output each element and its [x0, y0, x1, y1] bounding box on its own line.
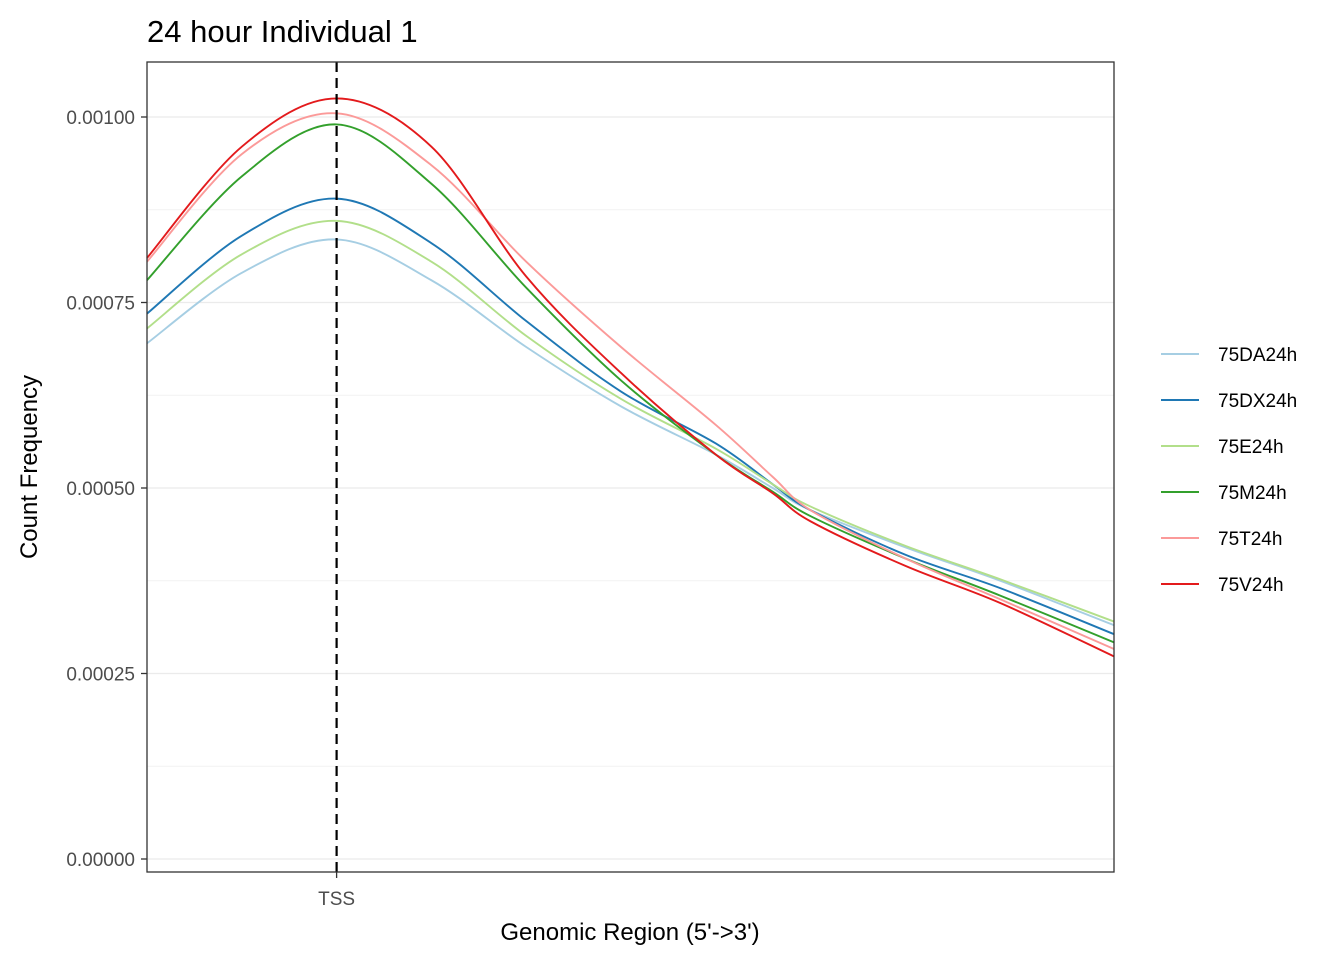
y-tick-label: 0.00100	[66, 108, 135, 129]
legend-label-75M24h: 75M24h	[1218, 483, 1287, 504]
series-line-75M24h	[146, 123, 1115, 644]
legend-label-75DA24h: 75DA24h	[1218, 345, 1297, 366]
legend-label-75E24h: 75E24h	[1218, 437, 1284, 458]
legend: 75DA24h 75DX24h 75E24h 75M24h 75T24h 75V24h	[1161, 345, 1297, 596]
y-tick-label: 0.00075	[66, 294, 135, 315]
legend-label-75T24h: 75T24h	[1218, 529, 1282, 550]
series-line-75E24h	[146, 219, 1115, 623]
y-axis-title: Count Frequency	[16, 375, 43, 559]
series-lines	[146, 97, 1115, 658]
series-line-75T24h	[146, 112, 1115, 650]
plot-panel-border	[146, 61, 1115, 873]
y-tick-label: 0.00050	[66, 479, 135, 500]
legend-label-75DX24h: 75DX24h	[1218, 391, 1297, 412]
axes: 0.00000 0.00025 0.00050 0.00075 0.00100 TSS	[66, 108, 355, 910]
grid-lines	[147, 116, 1114, 860]
y-tick-label: 0.00000	[66, 850, 135, 871]
legend-label-75V24h: 75V24h	[1218, 575, 1284, 596]
x-axis-title: Genomic Region (5'->3')	[500, 919, 759, 946]
series-line-75V24h	[146, 97, 1115, 658]
series-line-75DA24h	[146, 238, 1115, 627]
chart-title: 24 hour Individual 1	[147, 14, 418, 49]
series-line-75DX24h	[146, 197, 1115, 636]
y-tick-label: 0.00025	[66, 665, 135, 686]
x-tick-label: TSS	[318, 889, 355, 910]
